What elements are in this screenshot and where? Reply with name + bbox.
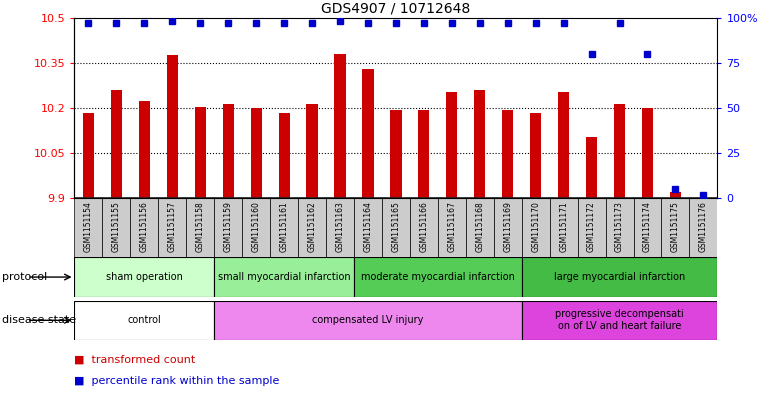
Bar (83, 113, 94, 198)
Text: GSM1151159: GSM1151159 (223, 202, 233, 252)
Text: GSM1151156: GSM1151156 (140, 202, 149, 252)
Text: GSM1151176: GSM1151176 (699, 202, 708, 252)
Bar (278, 113, 290, 198)
Bar (670, 193, 681, 198)
Bar (130, 196, 158, 257)
Bar (139, 101, 150, 198)
Text: ■  transformed count: ■ transformed count (74, 354, 196, 365)
Bar (578, 196, 605, 257)
Title: GDS4907 / 10712648: GDS4907 / 10712648 (321, 1, 470, 15)
Bar (521, 257, 717, 297)
Bar (335, 54, 346, 198)
Text: GSM1151158: GSM1151158 (196, 202, 205, 252)
Bar (390, 110, 401, 198)
Text: GSM1151160: GSM1151160 (252, 202, 260, 252)
Text: ■  percentile rank within the sample: ■ percentile rank within the sample (74, 376, 280, 386)
Text: GSM1151165: GSM1151165 (391, 202, 401, 252)
Bar (214, 196, 242, 257)
Text: moderate myocardial infarction: moderate myocardial infarction (361, 272, 515, 282)
Bar (558, 92, 569, 198)
Text: GSM1151161: GSM1151161 (280, 202, 289, 252)
Bar (74, 257, 214, 297)
Text: GSM1151154: GSM1151154 (84, 202, 93, 252)
Bar (502, 110, 514, 198)
Bar (167, 55, 178, 198)
Text: compensated LV injury: compensated LV injury (312, 315, 423, 325)
Bar (187, 196, 214, 257)
Bar (326, 196, 354, 257)
Bar (446, 92, 457, 198)
Bar (530, 113, 541, 198)
Text: GSM1151157: GSM1151157 (168, 202, 177, 252)
Text: GSM1151155: GSM1151155 (112, 202, 121, 252)
Bar (307, 104, 318, 198)
Bar (158, 196, 187, 257)
Bar (111, 90, 122, 198)
Text: GSM1151172: GSM1151172 (587, 202, 596, 252)
Text: GSM1151170: GSM1151170 (532, 202, 540, 252)
Bar (362, 69, 373, 198)
Text: GSM1151168: GSM1151168 (475, 202, 485, 252)
Bar (689, 196, 717, 257)
Bar (642, 108, 653, 198)
Bar (605, 196, 633, 257)
Bar (633, 196, 662, 257)
Bar (251, 108, 262, 198)
Bar (410, 196, 437, 257)
Text: GSM1151162: GSM1151162 (307, 202, 317, 252)
Text: GSM1151175: GSM1151175 (671, 202, 680, 252)
Text: GSM1151166: GSM1151166 (419, 202, 428, 252)
Bar (614, 104, 625, 198)
Text: GSM1151174: GSM1151174 (643, 202, 652, 252)
Bar (437, 196, 466, 257)
Bar (662, 196, 689, 257)
Bar (466, 196, 494, 257)
Bar (474, 90, 485, 198)
Bar (270, 196, 298, 257)
Bar (354, 257, 521, 297)
Bar (223, 104, 234, 198)
Bar (214, 257, 354, 297)
Text: GSM1151169: GSM1151169 (503, 202, 512, 252)
Bar (550, 196, 578, 257)
Text: progressive decompensati
on of LV and heart failure: progressive decompensati on of LV and he… (555, 310, 684, 331)
Text: GSM1151163: GSM1151163 (336, 202, 344, 252)
Bar (419, 110, 430, 198)
Bar (494, 196, 521, 257)
Text: protocol: protocol (2, 272, 47, 282)
Text: disease state: disease state (2, 315, 76, 325)
Bar (194, 107, 206, 198)
Bar (103, 196, 130, 257)
Text: GSM1151171: GSM1151171 (559, 202, 568, 252)
Bar (214, 301, 521, 340)
Bar (586, 137, 597, 198)
Bar (382, 196, 410, 257)
Text: GSM1151173: GSM1151173 (615, 202, 624, 252)
Bar (298, 196, 326, 257)
Text: sham operation: sham operation (106, 272, 183, 282)
Bar (521, 301, 717, 340)
Bar (354, 196, 382, 257)
Text: large myocardial infarction: large myocardial infarction (554, 272, 685, 282)
Text: control: control (128, 315, 162, 325)
Text: small myocardial infarction: small myocardial infarction (218, 272, 350, 282)
Text: GSM1151164: GSM1151164 (364, 202, 372, 252)
Text: GSM1151167: GSM1151167 (448, 202, 456, 252)
Bar (74, 196, 103, 257)
Bar (521, 196, 550, 257)
Bar (74, 301, 214, 340)
Bar (242, 196, 270, 257)
